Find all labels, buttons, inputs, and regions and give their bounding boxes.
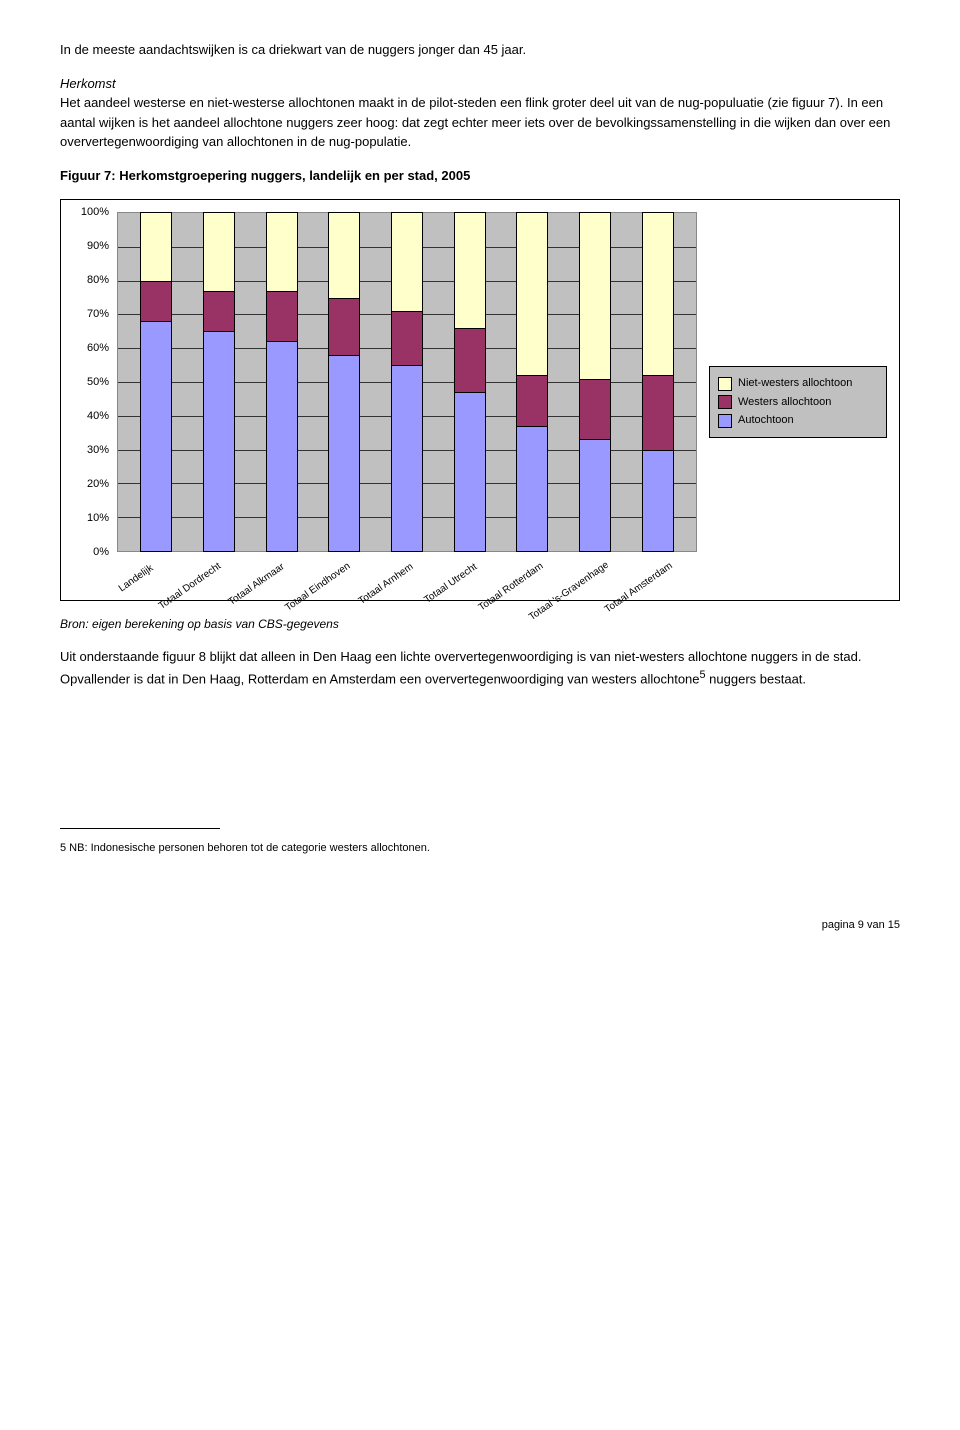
x-tick-label: Totaal Dordrecht [155,559,224,613]
legend-swatch [718,377,732,391]
bar-segment [392,365,422,551]
intro-paragraph: In de meeste aandachtswijken is ca driek… [60,40,900,60]
herkomst-body: Het aandeel westerse en niet-westerse al… [60,95,890,149]
bar-segment [392,311,422,365]
bar [328,212,360,552]
y-tick-label: 30% [87,442,109,459]
plot-area: 0%10%20%30%40%50%60%70%80%90%100% Landel… [73,212,697,592]
bar-segment [329,213,359,298]
bar [454,212,486,552]
y-tick-label: 0% [93,544,109,561]
bar-segment [329,298,359,355]
bar-segment [517,375,547,426]
footnote: 5 NB: Indonesische personen behoren tot … [60,840,900,857]
bar-segment [580,379,610,440]
bar-segment [643,450,673,551]
herkomst-heading: Herkomst [60,76,116,91]
bar [642,212,674,552]
x-axis-labels: LandelijkTotaal DordrechtTotaal AlkmaarT… [117,552,697,592]
bar [266,212,298,552]
bar-segment [580,213,610,379]
x-tick-label: Totaal Alkmaar [225,560,287,610]
bar [140,212,172,552]
bar [579,212,611,552]
herkomst-paragraph: Herkomst Het aandeel westerse en niet-we… [60,74,900,152]
x-tick-label: Totaal Amsterdam [601,559,675,617]
x-tick-label: Landelijk [116,561,157,596]
bar-segment [455,328,485,392]
bar-segment [267,341,297,551]
footnote-rule [60,828,220,829]
bar [203,212,235,552]
bar-segment [643,375,673,449]
y-tick-label: 80% [87,272,109,289]
chart-container: 0% 10% 20% 30% 40% 50% 60% 70% 80% 90% 100% Landel… [60,199,900,601]
y-tick-label: 70% [87,306,109,323]
x-tick-label: Totaal Eindhoven [282,559,353,615]
bar-segment [141,321,171,551]
bar-segment [392,213,422,311]
closing-text-post: nuggers bestaat. [706,671,806,686]
bar-segment [517,426,547,551]
bar-segment [517,213,547,375]
legend: Niet-westers allochtoon Westers allochtoo… [709,366,887,438]
bar [516,212,548,552]
bar-segment [204,331,234,551]
source-caption: Bron: eigen berekening op basis van CBS-… [60,615,900,633]
y-tick-label: 10% [87,510,109,527]
bar-segment [329,355,359,551]
bar-segment [141,213,171,281]
bar-segment [204,291,234,332]
bar-segment [455,392,485,551]
legend-row: Niet-westers allochtoon [718,375,878,392]
legend-row: Autochtoon [718,412,878,429]
bars-area [117,212,697,552]
y-tick-label: 20% [87,476,109,493]
legend-swatch [718,414,732,428]
legend-swatch [718,395,732,409]
legend-label: Niet-westers allochtoon [738,375,852,392]
figure-title: Figuur 7: Herkomstgroepering nuggers, la… [60,166,900,186]
bar-segment [204,213,234,291]
y-tick-label: 40% [87,408,109,425]
y-tick-label: 50% [87,374,109,391]
y-tick-label: 90% [87,238,109,255]
bar-segment [580,439,610,551]
bar [391,212,423,552]
x-tick-label: Totaal Arnhem [356,560,417,609]
y-tick-label: 100% [81,204,109,221]
page-number: pagina 9 van 15 [60,917,900,934]
bar-segment [267,213,297,291]
bar-segment [141,281,171,322]
legend-row: Westers allochtoon [718,394,878,411]
closing-paragraph: Uit onderstaande figuur 8 blijkt dat all… [60,647,900,688]
bar-segment [643,213,673,375]
bar-segment [455,213,485,328]
x-tick-label: Totaal Utrecht [422,560,481,608]
legend-label: Autochtoon [738,412,794,429]
legend-label: Westers allochtoon [738,394,831,411]
y-tick-label: 60% [87,340,109,357]
y-axis-labels: 0%10%20%30%40%50%60%70%80%90%100% [73,212,113,552]
bar-segment [267,291,297,342]
